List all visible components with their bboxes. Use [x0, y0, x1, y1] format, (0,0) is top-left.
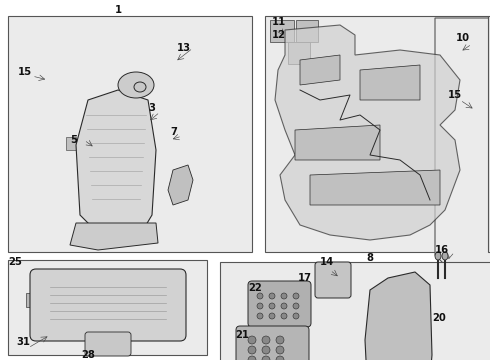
Ellipse shape — [257, 303, 263, 309]
Polygon shape — [275, 25, 460, 240]
Ellipse shape — [262, 356, 270, 360]
Ellipse shape — [442, 252, 448, 260]
Bar — [8, 16, 252, 252]
Ellipse shape — [276, 356, 284, 360]
Ellipse shape — [257, 293, 263, 299]
Ellipse shape — [248, 336, 256, 344]
Ellipse shape — [262, 346, 270, 354]
Text: 10: 10 — [456, 33, 470, 43]
Bar — [488, 16, 490, 252]
Bar — [288, 42, 310, 64]
Ellipse shape — [281, 313, 287, 319]
Text: 13: 13 — [177, 43, 191, 53]
Text: 15: 15 — [18, 67, 32, 77]
Text: 28: 28 — [81, 350, 95, 360]
Ellipse shape — [293, 313, 299, 319]
Text: 5: 5 — [70, 135, 77, 145]
Polygon shape — [295, 125, 380, 160]
Text: 21: 21 — [235, 330, 249, 340]
Bar — [66, 137, 76, 150]
Ellipse shape — [248, 356, 256, 360]
Text: 20: 20 — [432, 313, 446, 323]
Ellipse shape — [269, 313, 275, 319]
Polygon shape — [435, 18, 490, 310]
FancyBboxPatch shape — [236, 326, 309, 360]
Polygon shape — [300, 55, 340, 85]
Bar — [270, 20, 294, 42]
Ellipse shape — [281, 303, 287, 309]
Ellipse shape — [257, 313, 263, 319]
FancyBboxPatch shape — [85, 332, 131, 356]
Text: 3: 3 — [148, 103, 155, 113]
Text: 14: 14 — [320, 257, 334, 267]
Text: 8: 8 — [367, 253, 373, 263]
Ellipse shape — [276, 346, 284, 354]
Polygon shape — [365, 272, 432, 360]
Ellipse shape — [269, 303, 275, 309]
Text: 1: 1 — [115, 5, 122, 15]
Bar — [265, 16, 488, 252]
Polygon shape — [168, 165, 193, 205]
FancyBboxPatch shape — [30, 269, 186, 341]
Text: 22: 22 — [248, 283, 262, 293]
Ellipse shape — [248, 346, 256, 354]
Ellipse shape — [262, 336, 270, 344]
Ellipse shape — [269, 293, 275, 299]
Bar — [220, 262, 490, 360]
Text: 12: 12 — [272, 30, 286, 40]
Polygon shape — [70, 223, 158, 250]
FancyBboxPatch shape — [248, 281, 311, 327]
Bar — [8, 260, 207, 355]
Bar — [296, 20, 318, 42]
Text: 31: 31 — [16, 337, 30, 347]
Ellipse shape — [118, 72, 154, 98]
Text: 7: 7 — [170, 127, 177, 137]
Text: 16: 16 — [435, 245, 449, 255]
Text: 11: 11 — [272, 17, 286, 27]
Ellipse shape — [276, 336, 284, 344]
Ellipse shape — [281, 293, 287, 299]
Ellipse shape — [435, 252, 441, 260]
Text: 17: 17 — [298, 273, 312, 283]
Polygon shape — [76, 90, 156, 225]
Ellipse shape — [293, 303, 299, 309]
Bar — [26, 293, 36, 307]
Polygon shape — [310, 170, 440, 205]
Ellipse shape — [293, 293, 299, 299]
Ellipse shape — [134, 82, 146, 92]
Polygon shape — [360, 65, 420, 100]
Text: 15: 15 — [448, 90, 462, 100]
FancyBboxPatch shape — [315, 262, 351, 298]
Text: 25: 25 — [8, 257, 22, 267]
